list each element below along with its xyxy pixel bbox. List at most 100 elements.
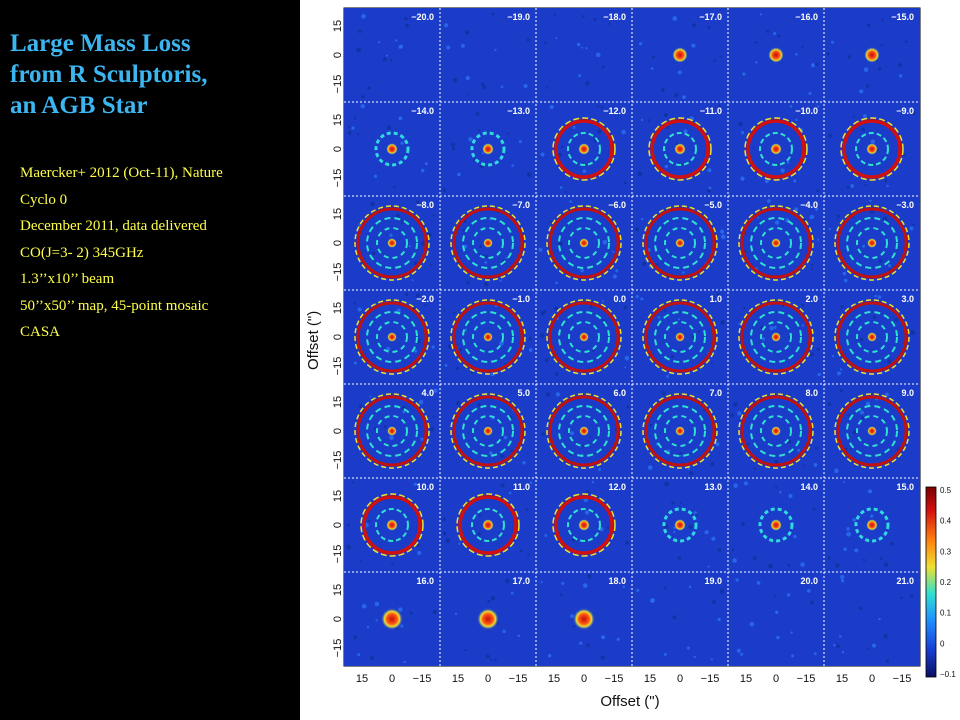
shell-ring bbox=[356, 395, 428, 467]
noise-speckle bbox=[846, 185, 850, 189]
noise-speckle bbox=[691, 43, 696, 48]
noise-speckle bbox=[682, 95, 686, 100]
inner-ring bbox=[759, 132, 793, 166]
noise-speckle bbox=[733, 402, 738, 407]
velocity-label: −15.0 bbox=[891, 12, 914, 22]
noise-speckle bbox=[640, 297, 644, 301]
x-tick-label: −15 bbox=[605, 673, 624, 685]
noise-speckle bbox=[813, 463, 818, 467]
inner-ring bbox=[567, 508, 601, 542]
noise-speckle bbox=[755, 61, 758, 64]
noise-speckle bbox=[526, 172, 532, 177]
noise-speckle bbox=[593, 17, 597, 21]
noise-speckle bbox=[688, 585, 692, 589]
shell-ring bbox=[458, 495, 518, 555]
spiral-ring bbox=[462, 405, 514, 457]
x-tick-label: 0 bbox=[389, 673, 395, 685]
noise-speckle bbox=[591, 480, 595, 484]
shell-ring-outer bbox=[738, 393, 814, 469]
noise-speckle bbox=[872, 315, 877, 319]
noise-speckle bbox=[561, 581, 565, 585]
noise-speckle bbox=[623, 181, 627, 185]
noise-speckle bbox=[693, 655, 697, 659]
noise-speckle bbox=[647, 465, 653, 470]
noise-speckle bbox=[460, 43, 465, 48]
shell-ring-outer bbox=[552, 493, 616, 557]
central-emission bbox=[381, 608, 403, 630]
noise-speckle bbox=[712, 202, 716, 206]
noise-speckle bbox=[854, 548, 859, 553]
shell-ring bbox=[374, 131, 410, 167]
central-emission bbox=[386, 143, 398, 155]
noise-speckle bbox=[831, 354, 835, 358]
noise-speckle bbox=[416, 543, 421, 548]
info-line: Cyclo 0 bbox=[20, 191, 68, 208]
noise-speckle bbox=[833, 643, 836, 647]
shell-ring-outer bbox=[834, 393, 910, 469]
noise-speckle bbox=[789, 104, 793, 108]
noise-speckle bbox=[624, 366, 627, 369]
noise-speckle bbox=[790, 631, 793, 634]
noise-speckle bbox=[554, 372, 559, 377]
velocity-label: −17.0 bbox=[699, 12, 722, 22]
noise-speckle bbox=[774, 594, 777, 597]
noise-speckle bbox=[852, 115, 855, 118]
velocity-label: 18.0 bbox=[608, 576, 626, 586]
noise-speckle bbox=[506, 132, 509, 135]
noise-speckle bbox=[377, 40, 381, 44]
shell-ring bbox=[758, 507, 794, 543]
noise-speckle bbox=[458, 542, 461, 545]
shell-ring bbox=[644, 207, 716, 279]
velocity-label: −6.0 bbox=[608, 200, 626, 210]
noise-speckle bbox=[710, 462, 715, 467]
noise-speckle bbox=[367, 519, 371, 523]
central-emission bbox=[483, 332, 493, 342]
noise-speckle bbox=[570, 431, 575, 436]
noise-speckle bbox=[738, 322, 741, 325]
noise-speckle bbox=[545, 392, 551, 397]
noise-speckle bbox=[483, 281, 489, 287]
noise-speckle bbox=[828, 228, 831, 231]
noise-speckle bbox=[361, 95, 365, 99]
noise-speckle bbox=[801, 46, 804, 49]
noise-speckle bbox=[679, 501, 682, 504]
noise-speckle bbox=[797, 448, 801, 452]
noise-speckle bbox=[752, 556, 757, 561]
info-list: Maercker+ 2012 (Oct-11), Nature Cyclo 0 … bbox=[20, 160, 223, 346]
shell-ring-outer bbox=[354, 205, 430, 281]
noise-speckle bbox=[754, 40, 758, 44]
noise-speckle bbox=[584, 510, 590, 515]
noise-speckle bbox=[868, 489, 873, 494]
noise-speckle bbox=[706, 188, 711, 193]
noise-speckle bbox=[681, 271, 685, 274]
noise-speckle bbox=[809, 600, 814, 605]
colorbar bbox=[925, 486, 937, 678]
noise-speckle bbox=[353, 361, 357, 365]
noise-speckle bbox=[870, 139, 875, 144]
noise-speckle bbox=[477, 532, 481, 536]
spiral-ring bbox=[462, 311, 514, 363]
noise-speckle bbox=[841, 651, 845, 654]
noise-speckle bbox=[777, 34, 781, 38]
noise-speckle bbox=[708, 186, 712, 190]
central-emission bbox=[387, 332, 397, 342]
noise-speckle bbox=[522, 461, 526, 465]
noise-speckle bbox=[637, 171, 643, 177]
noise-speckle bbox=[389, 59, 393, 62]
noise-speckle bbox=[850, 184, 855, 188]
velocity-label: −7.0 bbox=[512, 200, 530, 210]
noise-speckle bbox=[661, 391, 666, 395]
info-line: CASA bbox=[20, 324, 61, 340]
noise-speckle bbox=[553, 14, 556, 17]
noise-speckle bbox=[400, 624, 404, 628]
noise-speckle bbox=[527, 553, 530, 556]
noise-speckle bbox=[602, 239, 608, 245]
noise-speckle bbox=[464, 328, 468, 332]
velocity-label: −1.0 bbox=[512, 294, 530, 304]
noise-speckle bbox=[424, 162, 428, 166]
noise-speckle bbox=[393, 185, 396, 189]
y-tick-label: 0 bbox=[332, 52, 344, 58]
noise-speckle bbox=[361, 13, 366, 19]
noise-speckle bbox=[420, 437, 424, 441]
shell-ring-outer bbox=[738, 299, 814, 375]
